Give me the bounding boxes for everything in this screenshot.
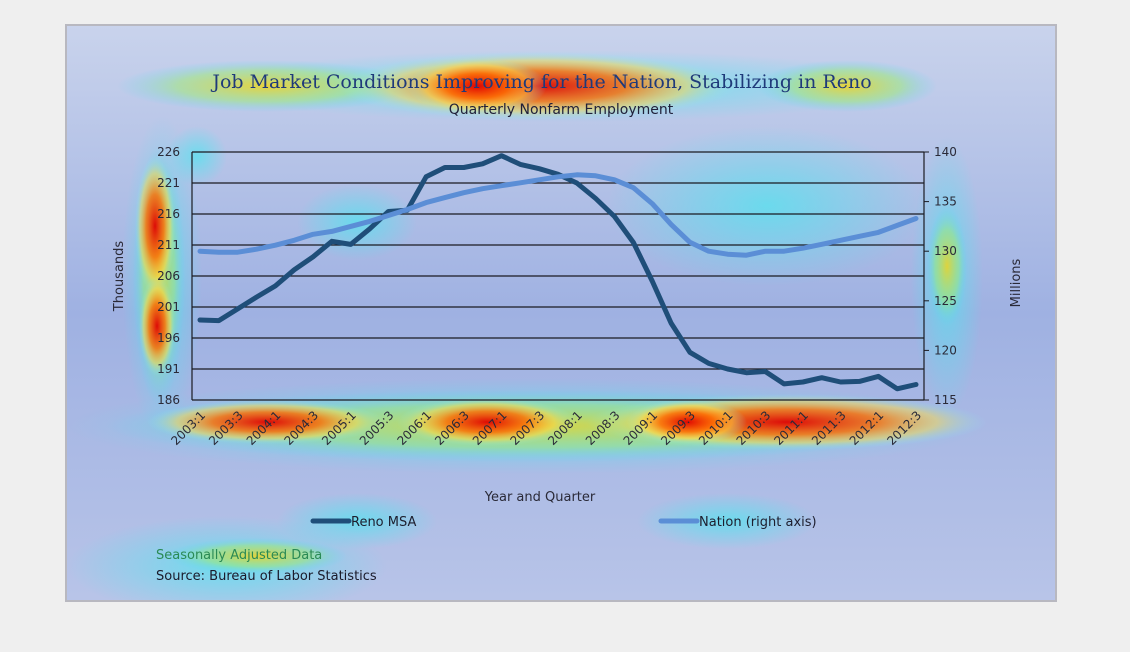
chart-frame: Job Market Conditions Improving for the … [65,24,1057,602]
right-tick-label: 135 [934,195,957,209]
chart-title: Job Market Conditions Improving for the … [210,71,871,93]
legend: Reno MSA Nation (right axis) [310,515,817,530]
left-tick-label: 211 [157,238,180,252]
left-tick-label: 221 [157,176,180,190]
heat-blob [397,398,577,446]
heat-blob [297,184,417,260]
left-tick-label: 206 [157,269,180,283]
chart-svg: Job Market Conditions Improving for the … [67,26,1055,600]
right-tick-label: 120 [934,343,957,357]
left-axis-ticks: 226 221 216 211 206 201 196 191 186 [157,145,180,407]
chart-subtitle: Quarterly Nonfarm Employment [449,102,674,118]
heat-blob [927,206,967,326]
grid-lines [191,151,925,401]
right-tick-label: 130 [934,244,957,258]
left-tick-label: 216 [157,207,180,221]
legend-label: Reno MSA [351,515,416,530]
heat-blob [139,276,175,376]
x-axis-label: Year and Quarter [484,490,596,505]
note-seasonally-adjusted: Seasonally Adjusted Data [156,548,322,563]
heat-blob [757,60,937,112]
heat-blob [627,400,747,444]
heat-blob [117,60,417,112]
heat-blob [167,538,347,574]
heat-blob [607,126,927,286]
right-tick-label: 115 [934,393,957,407]
heatmap-overlay [67,50,987,600]
left-tick-label: 226 [157,145,180,159]
heat-blob [135,156,175,296]
legend-label: Nation (right axis) [699,515,817,530]
right-axis-label: Millions [1009,258,1024,307]
heat-blob [637,493,817,549]
heat-blob [167,126,227,186]
heat-blob [407,58,547,114]
note-source: Source: Bureau of Labor Statistics [156,569,377,584]
right-tick-label: 125 [934,294,957,308]
left-tick-label: 196 [157,331,180,345]
left-tick-label: 191 [157,362,180,376]
right-tick-label: 140 [934,145,957,159]
series-layer [197,153,919,392]
left-tick-label: 201 [157,300,180,314]
left-tick-label: 186 [157,393,180,407]
series-line-nation [197,172,919,258]
right-axis-ticks: 140 135 130 125 120 115 [924,145,957,407]
heat-blob [147,400,387,444]
left-axis-label: Thousands [112,241,127,313]
